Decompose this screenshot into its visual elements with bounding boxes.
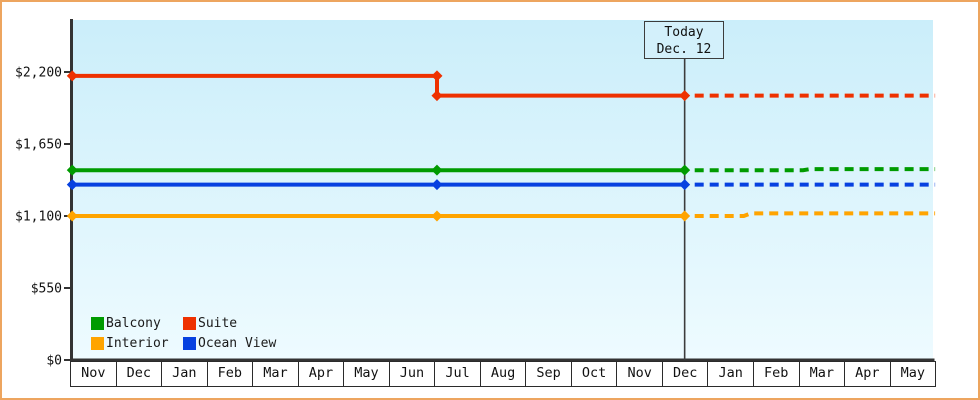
y-tick-label: $550 — [31, 282, 62, 297]
legend-item-suite[interactable]: Suite — [183, 314, 276, 333]
series-line-suite — [72, 73, 685, 98]
legend-item-ocean-view[interactable]: Ocean View — [183, 334, 276, 353]
today-flag-line1: Today — [664, 25, 704, 40]
x-axis-month-cell: Feb — [206, 362, 253, 386]
marker-suite[interactable] — [679, 90, 691, 102]
legend-label: Interior — [106, 336, 169, 351]
x-axis-month-cell: Aug — [479, 362, 526, 386]
x-axis-month-cell: Oct — [570, 362, 617, 386]
marker-interior[interactable] — [679, 210, 691, 222]
y-tick-label: $1,100 — [15, 210, 62, 225]
x-axis-month-cell: Sep — [525, 362, 571, 386]
x-axis-month-cell: Jan — [707, 362, 753, 386]
legend-label: Ocean View — [198, 336, 277, 351]
legend-swatch-interior — [91, 337, 104, 350]
legend-swatch-ocean-view — [183, 337, 196, 350]
y-tick-label: $2,200 — [15, 66, 62, 81]
legend-label: Suite — [198, 316, 238, 331]
legend-item-interior[interactable]: Interior — [91, 334, 183, 353]
today-flag-line2: Dec. 12 — [656, 42, 712, 57]
marker-suite[interactable] — [431, 70, 443, 82]
marker-balcony[interactable] — [431, 164, 443, 176]
today-flag: Today Dec. 12 — [644, 21, 724, 59]
marker-ocean-view[interactable] — [66, 179, 78, 191]
x-axis-month-cell: Jul — [434, 362, 480, 386]
x-axis-month-cell: Mar — [252, 362, 298, 386]
x-axis-month-cell: May — [889, 362, 936, 386]
marker-interior[interactable] — [431, 210, 443, 222]
legend-swatch-balcony — [91, 317, 104, 330]
chart-legend: Balcony Suite Interior Ocean View — [91, 314, 276, 353]
plot-background — [73, 20, 933, 360]
x-axis-month-cell: Mar — [798, 362, 845, 386]
series-forecast-balcony — [694, 167, 936, 173]
y-tick-label: $0 — [46, 354, 62, 369]
x-axis-month-cell: Nov — [616, 362, 662, 386]
marker-balcony[interactable] — [66, 164, 78, 176]
x-axis-month-cell: May — [343, 362, 389, 386]
x-axis-month-cell: Jun — [388, 362, 435, 386]
marker-ocean-view[interactable] — [679, 179, 691, 191]
x-axis-month-cell: Feb — [752, 362, 799, 386]
marker-suite[interactable] — [66, 70, 78, 82]
x-axis-month-cell: Nov — [81, 365, 106, 381]
legend-label: Balcony — [106, 316, 161, 331]
x-axis-month-cell: Apr — [297, 362, 344, 386]
x-axis-month-cell: Dec — [661, 362, 708, 386]
x-axis-month-cell: Apr — [844, 362, 890, 386]
marker-balcony[interactable] — [679, 164, 691, 176]
marker-suite[interactable] — [431, 90, 443, 102]
marker-interior[interactable] — [66, 210, 78, 222]
x-axis-month-row: Nov Dec Jan Feb Mar Apr May Jun Jul Aug Sep Oct Nov D… — [70, 361, 936, 387]
legend-swatch-suite — [183, 317, 196, 330]
x-axis-month-cell: Dec — [115, 362, 162, 386]
series-forecast-interior — [694, 211, 936, 218]
marker-ocean-view[interactable] — [431, 179, 443, 191]
legend-item-balcony[interactable]: Balcony — [91, 314, 183, 333]
y-tick-label: $1,650 — [15, 138, 62, 153]
x-axis-month-cell: Jan — [161, 362, 207, 386]
